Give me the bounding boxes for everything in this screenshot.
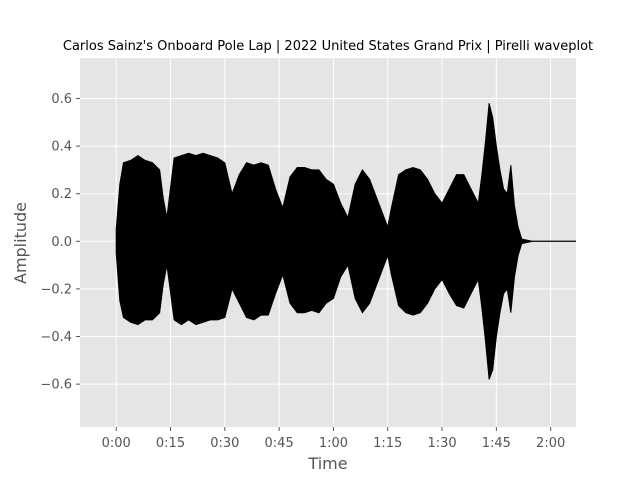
x-axis-label: Time: [307, 454, 347, 473]
y-tick-label: 0.4: [51, 140, 72, 155]
x-axis-ticks: 0:00 0:15 0:30 0:45 1:00 1:15 1:30 1:45 2:00: [102, 427, 565, 451]
x-tick-label: 1:30: [427, 436, 456, 451]
y-axis-label: Amplitude: [11, 202, 30, 284]
waveform: [115, 103, 576, 380]
x-tick-label: 0:30: [210, 436, 239, 451]
y-tick-label: −0.4: [40, 330, 72, 345]
y-tick-label: 0.2: [51, 187, 72, 202]
x-tick-label: 1:15: [373, 436, 402, 451]
x-tick-label: 0:00: [102, 436, 131, 451]
x-tick-label: 0:15: [156, 436, 185, 451]
x-tick-label: 1:00: [319, 436, 348, 451]
y-tick-label: −0.6: [40, 378, 72, 393]
x-tick-label: 2:00: [536, 436, 565, 451]
y-axis-ticks: −0.6 −0.4 −0.2 0.0 0.2 0.4 0.6: [40, 92, 80, 393]
x-tick-label: 0:45: [265, 436, 294, 451]
y-tick-label: −0.2: [40, 282, 72, 297]
chart-title: Carlos Sainz's Onboard Pole Lap | 2022 U…: [63, 39, 593, 54]
y-tick-label: 0.0: [51, 235, 72, 250]
x-tick-label: 1:45: [482, 436, 511, 451]
y-tick-label: 0.6: [51, 92, 72, 107]
